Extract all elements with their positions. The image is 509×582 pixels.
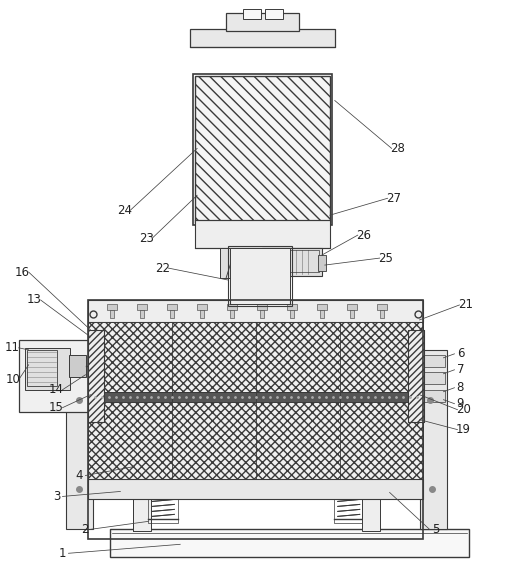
- Text: 13: 13: [27, 293, 42, 307]
- Text: 5: 5: [432, 523, 439, 536]
- Text: 20: 20: [456, 403, 471, 416]
- Bar: [377, 304, 387, 310]
- Bar: [193, 73, 332, 225]
- Bar: [318, 255, 326, 271]
- Bar: [419, 350, 447, 530]
- Bar: [260, 310, 264, 318]
- Text: 21: 21: [458, 299, 473, 311]
- Text: 24: 24: [117, 204, 132, 217]
- Bar: [190, 29, 335, 47]
- Text: 4: 4: [76, 469, 83, 482]
- Bar: [195, 76, 330, 223]
- Bar: [133, 460, 151, 531]
- Bar: [230, 310, 234, 318]
- Bar: [107, 304, 118, 310]
- Text: 11: 11: [5, 342, 20, 354]
- Text: 25: 25: [378, 251, 393, 265]
- Bar: [89, 350, 104, 392]
- Bar: [148, 466, 178, 523]
- Bar: [320, 310, 324, 318]
- Bar: [119, 488, 130, 495]
- Bar: [350, 310, 354, 318]
- Bar: [226, 13, 299, 31]
- Bar: [195, 220, 330, 248]
- Bar: [19, 340, 91, 411]
- Text: 1: 1: [59, 546, 66, 560]
- Bar: [170, 310, 174, 318]
- Bar: [347, 304, 357, 310]
- Text: 15: 15: [49, 401, 64, 414]
- Bar: [378, 488, 389, 495]
- Text: 2: 2: [81, 523, 88, 536]
- Bar: [24, 348, 70, 390]
- Bar: [66, 350, 94, 530]
- Bar: [265, 9, 283, 19]
- Bar: [89, 480, 422, 499]
- Text: 3: 3: [53, 490, 60, 503]
- Bar: [89, 322, 422, 392]
- Bar: [230, 248, 290, 304]
- Bar: [408, 330, 423, 421]
- Bar: [243, 9, 261, 19]
- Bar: [89, 300, 422, 540]
- Text: 9: 9: [457, 397, 464, 410]
- Bar: [408, 330, 423, 421]
- Bar: [26, 350, 56, 386]
- Bar: [227, 304, 237, 310]
- Bar: [421, 390, 445, 402]
- Text: 14: 14: [49, 383, 64, 396]
- Bar: [89, 392, 422, 402]
- Bar: [290, 310, 294, 318]
- Text: 10: 10: [5, 373, 20, 386]
- Bar: [89, 330, 104, 421]
- Bar: [200, 310, 204, 318]
- Text: 8: 8: [457, 381, 464, 394]
- Text: 26: 26: [356, 229, 371, 242]
- Bar: [89, 330, 104, 421]
- Text: 23: 23: [139, 232, 154, 244]
- Bar: [317, 304, 327, 310]
- Text: 16: 16: [15, 265, 30, 279]
- Bar: [228, 246, 292, 306]
- Text: 27: 27: [386, 191, 401, 205]
- Text: 6: 6: [457, 347, 464, 360]
- Bar: [262, 248, 322, 276]
- Bar: [140, 310, 145, 318]
- Bar: [137, 304, 147, 310]
- Bar: [287, 304, 297, 310]
- Bar: [380, 310, 384, 318]
- Text: 28: 28: [390, 142, 405, 155]
- Bar: [421, 372, 445, 384]
- Bar: [264, 250, 319, 272]
- Text: 22: 22: [155, 261, 170, 275]
- Bar: [362, 460, 380, 531]
- Bar: [110, 310, 115, 318]
- Bar: [220, 248, 258, 278]
- Bar: [69, 355, 87, 377]
- Bar: [89, 300, 422, 322]
- Bar: [334, 466, 364, 523]
- Text: 19: 19: [456, 423, 471, 436]
- Bar: [133, 455, 163, 467]
- Text: 7: 7: [457, 363, 464, 377]
- Bar: [421, 355, 445, 367]
- Bar: [110, 530, 469, 558]
- Bar: [257, 304, 267, 310]
- Bar: [167, 304, 177, 310]
- Bar: [197, 304, 207, 310]
- Bar: [89, 402, 422, 481]
